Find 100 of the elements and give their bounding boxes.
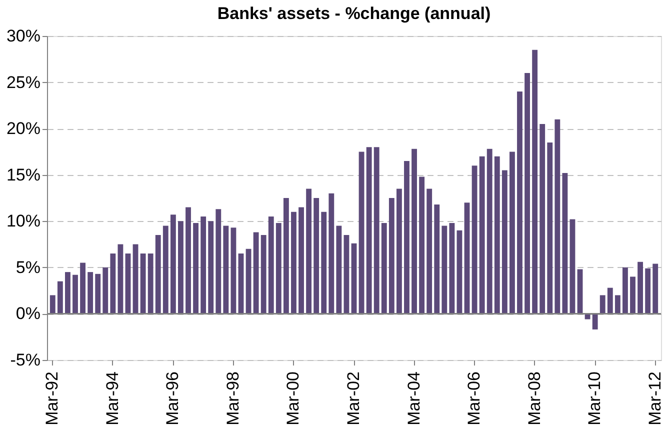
bar	[140, 254, 146, 314]
bar	[260, 235, 266, 314]
bar	[540, 124, 546, 314]
bar	[396, 188, 402, 314]
bar	[88, 272, 94, 314]
bar	[170, 214, 176, 314]
bar	[155, 235, 161, 314]
bar	[328, 193, 334, 314]
x-tick-label: Mar-02	[344, 372, 363, 426]
x-tick-label: Mar-92	[42, 372, 62, 426]
bar	[419, 176, 425, 314]
bar	[200, 216, 206, 314]
x-tick-label: Mar-12	[645, 372, 664, 426]
bar	[306, 188, 312, 314]
bar	[464, 202, 470, 314]
bar	[645, 268, 651, 314]
bar	[351, 243, 357, 314]
bar	[162, 226, 168, 314]
x-tick-label: Mar-96	[163, 372, 182, 426]
bar	[509, 152, 515, 314]
bar	[434, 204, 440, 314]
bar	[65, 272, 70, 314]
bar	[607, 288, 613, 314]
bar	[80, 262, 86, 314]
bar	[388, 198, 394, 314]
x-tick-label: Mar-10	[585, 372, 604, 426]
bar	[442, 226, 448, 314]
bar	[426, 188, 432, 314]
bar	[268, 216, 274, 314]
bar	[374, 147, 380, 314]
y-tick-label: 0%	[16, 304, 40, 324]
bar	[502, 170, 508, 314]
bar	[494, 156, 500, 314]
bar	[110, 254, 116, 314]
bar	[193, 222, 199, 314]
bar	[208, 221, 214, 314]
bar	[600, 295, 606, 314]
bar	[148, 254, 154, 314]
bar	[449, 222, 455, 314]
bar	[517, 92, 522, 314]
bar	[178, 221, 184, 314]
bar	[404, 160, 410, 314]
bar	[554, 119, 560, 314]
bar	[592, 314, 598, 330]
bar	[216, 209, 222, 314]
x-tick-label: Mar-94	[102, 372, 122, 426]
bar	[614, 295, 620, 314]
bar	[186, 207, 191, 314]
bar	[102, 267, 108, 314]
bar	[479, 156, 485, 314]
bar	[95, 274, 101, 314]
x-tick-label: Mar-04	[404, 372, 424, 426]
bar	[50, 295, 56, 314]
bar	[276, 222, 282, 314]
bar	[57, 281, 63, 314]
bar	[246, 248, 252, 314]
bar	[132, 244, 138, 314]
bar	[238, 254, 244, 314]
bar	[412, 148, 417, 314]
bar	[486, 148, 492, 314]
chart-title: Banks' assets - %change (annual)	[217, 4, 491, 23]
bar	[283, 198, 289, 314]
bar	[344, 235, 350, 314]
bar	[456, 230, 462, 314]
bar	[253, 232, 259, 314]
x-tick-label: Mar-00	[284, 372, 303, 426]
bar	[314, 198, 320, 314]
y-tick-label: -5%	[10, 350, 40, 370]
x-tick-label: Mar-98	[223, 372, 242, 426]
bar	[622, 267, 628, 314]
bar	[547, 142, 553, 314]
y-tick-label: 20%	[6, 119, 40, 138]
bar	[118, 244, 124, 314]
bar	[336, 226, 342, 314]
y-tick-label: 5%	[16, 258, 40, 277]
bar	[532, 50, 538, 314]
bar	[630, 276, 636, 314]
bar	[72, 274, 78, 314]
y-tick-label: 25%	[6, 72, 40, 92]
bar	[562, 173, 568, 314]
y-tick-label: 10%	[6, 212, 40, 231]
bar	[577, 269, 583, 314]
bar	[381, 222, 387, 314]
x-tick-label: Mar-06	[464, 372, 484, 426]
bar	[366, 147, 372, 314]
bar	[638, 262, 643, 314]
bar	[230, 228, 236, 314]
bar	[358, 152, 364, 314]
y-tick-label: 15%	[6, 165, 40, 184]
bar	[298, 207, 304, 314]
bar	[524, 73, 530, 314]
bar	[291, 212, 296, 314]
x-tick-label: Mar-08	[524, 372, 544, 426]
bar	[472, 166, 478, 314]
y-tick-label: 30%	[6, 26, 40, 46]
bar	[570, 219, 576, 314]
bar	[223, 226, 229, 314]
bar	[321, 212, 327, 314]
bar	[652, 264, 658, 314]
bar	[125, 254, 131, 314]
